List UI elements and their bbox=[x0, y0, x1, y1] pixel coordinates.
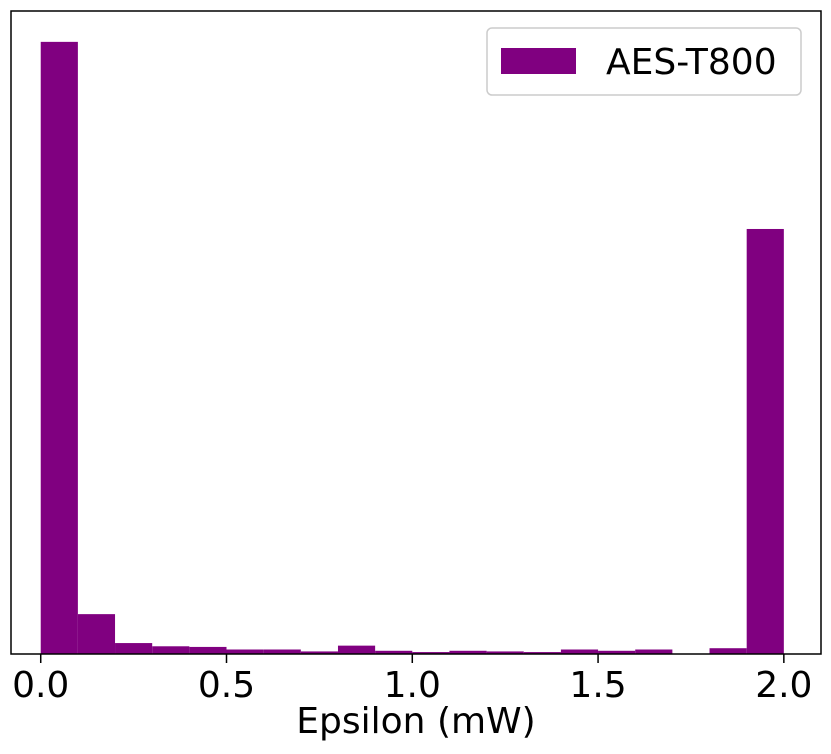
histogram-bar bbox=[709, 648, 747, 654]
x-tick-label: 0.5 bbox=[198, 665, 255, 706]
histogram-bar bbox=[375, 650, 413, 654]
histogram-bar bbox=[523, 652, 561, 654]
bars-group bbox=[40, 41, 784, 655]
x-tick-label: 1.5 bbox=[569, 665, 626, 706]
x-tick-label: 0.0 bbox=[12, 665, 69, 706]
histogram-bar bbox=[189, 646, 227, 654]
histogram-bar bbox=[152, 646, 190, 654]
histogram-bar bbox=[226, 649, 264, 654]
histogram-bar bbox=[486, 651, 524, 654]
histogram-bar bbox=[449, 650, 487, 654]
legend-swatch bbox=[501, 48, 576, 74]
histogram-bar bbox=[598, 650, 636, 654]
histogram-bar bbox=[77, 614, 116, 654]
legend-label: AES-T800 bbox=[606, 42, 777, 83]
histogram-bar bbox=[560, 649, 599, 654]
histogram-bar bbox=[635, 649, 673, 654]
histogram-bar bbox=[40, 41, 78, 654]
histogram-bar bbox=[337, 645, 376, 654]
plot-frame bbox=[10, 10, 822, 655]
histogram-bar bbox=[300, 651, 338, 654]
x-tick-label: 1.0 bbox=[384, 665, 441, 706]
x-tick-label: 2.0 bbox=[755, 665, 812, 706]
histogram-bar bbox=[263, 649, 301, 654]
x-axis: 0.0 0.5 1.0 1.5 2.0 bbox=[12, 654, 812, 706]
histogram-bar bbox=[115, 643, 153, 654]
histogram-bar bbox=[412, 652, 450, 654]
histogram-bar bbox=[746, 228, 784, 655]
legend: AES-T800 bbox=[486, 27, 802, 96]
x-axis-label: Epsilon (mW) bbox=[296, 701, 535, 742]
plot-area bbox=[11, 11, 821, 654]
legend-box bbox=[486, 27, 802, 96]
